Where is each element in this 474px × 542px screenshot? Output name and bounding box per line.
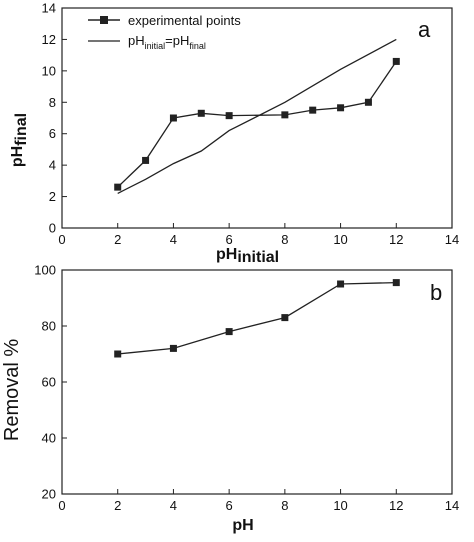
legend-equality-mid: =pH	[165, 33, 189, 48]
panel-a-x-tick-label: 0	[58, 232, 65, 247]
panel-b-ticks: 0 2 4 6 8 10 12 14 20 40 60 80 100	[34, 263, 459, 514]
panel-a-x-tick-label: 8	[281, 232, 288, 247]
panel-a-x-tick-label: 10	[333, 232, 347, 247]
panel-b-y-tick-label: 60	[42, 375, 56, 390]
panel-a-x-tick-label: 14	[445, 232, 459, 247]
panel-b-x-tick-label: 2	[114, 498, 121, 513]
panel-a-x-title-sub: initial	[237, 249, 279, 266]
panel-a-y-tick-label: 10	[42, 63, 56, 78]
panel-a-series-0-point	[225, 112, 233, 120]
panel-a-series-0-point	[392, 57, 400, 65]
panel-b-series-0-line	[117, 281, 397, 355]
panel-b-series-0-point	[169, 344, 177, 352]
panel-a-x-tick-label: 4	[170, 232, 177, 247]
legend-equality-sub1: initial	[145, 41, 166, 51]
panel-b-x-axis-title: pH	[232, 517, 253, 534]
panel-a-x-title-base: pH	[216, 246, 237, 263]
panel-b-x-tick-label: 14	[445, 498, 459, 513]
panel-a-y-tick-label: 14	[42, 1, 56, 16]
panel-b-y-tick-label: 100	[34, 263, 56, 278]
panel-b-y-tick-label: 20	[42, 487, 56, 502]
panel-b-y-tick-label: 80	[42, 319, 56, 334]
panel-b-series-0-point	[114, 350, 122, 358]
panel-b-series-0-point	[337, 280, 345, 288]
panel-a-series-0-point	[364, 98, 372, 106]
legend-experimental-marker	[100, 16, 108, 24]
panel-a-plot-frame	[61, 7, 453, 229]
panel-a-series-0-point	[337, 104, 345, 112]
panel-b-x-tick-label: 8	[281, 498, 288, 513]
panel-a-y-tick-label: 12	[42, 32, 56, 47]
legend-equality-label: pHinitial=pHfinal	[128, 33, 206, 51]
panel-a-series-0-line	[117, 61, 397, 188]
legend-equality-base1: pH	[128, 33, 145, 48]
panel-a-y-axis-title: pHfinal	[9, 113, 30, 167]
panel-a-series	[114, 38, 400, 194]
panel-b-series	[114, 279, 400, 358]
panel-a-series-0-point	[309, 106, 317, 114]
panel-b-y-axis-title: Removal %	[1, 339, 23, 441]
panel-b-plot-frame	[61, 269, 453, 495]
panel-a-letter: a	[418, 17, 431, 42]
panel-b-x-tick-label: 6	[226, 498, 233, 513]
panel-a-y-tick-label: 8	[49, 95, 56, 110]
panel-b-letter: b	[430, 280, 442, 305]
panel-a-y-tick-label: 0	[49, 221, 56, 236]
panel-a-series-0-point	[197, 109, 205, 117]
panel-a-y-tick-label: 2	[49, 189, 56, 204]
panel-a-series-0-point	[142, 156, 150, 164]
panel-a-y-tick-label: 4	[49, 158, 56, 173]
panel-b-chart: 0 2 4 6 8 10 12 14 20 40 60 80 100 b pH Removal %	[1, 263, 459, 535]
panel-a-x-tick-label: 12	[389, 232, 403, 247]
legend-experimental-label: experimental points	[128, 13, 241, 28]
panel-a-series-0-point	[169, 114, 177, 122]
panel-b-series-0-point	[392, 279, 400, 287]
panel-a-legend: experimental points pHinitial=pHfinal	[88, 13, 241, 51]
panel-b-x-tick-label: 12	[389, 498, 403, 513]
panel-a-chart: 0 2 4 6 8 10 12 14 0 2 4 6 8 10 12 14 experimental poin…	[9, 1, 459, 267]
panel-b-x-tick-label: 4	[170, 498, 177, 513]
panel-a-x-tick-label: 6	[226, 232, 233, 247]
panel-a-y-tick-label: 6	[49, 126, 56, 141]
panel-a-ticks: 0 2 4 6 8 10 12 14 0 2 4 6 8 10 12 14	[42, 1, 460, 248]
legend-equality-sub2: final	[189, 41, 206, 51]
panel-b-series-0-point	[225, 328, 233, 336]
panel-a-x-axis-title: pHinitial	[216, 246, 279, 266]
panel-a-series-0-point	[281, 111, 289, 119]
panel-a-x-tick-label: 2	[114, 232, 121, 247]
panel-a-series-1-line	[117, 38, 397, 194]
panel-b-x-tick-label: 10	[333, 498, 347, 513]
panel-a-series-0-point	[114, 183, 122, 191]
panel-b-series-0-point	[281, 314, 289, 322]
panel-a-y-title-sub: final	[13, 113, 30, 146]
panel-b-y-tick-label: 40	[42, 431, 56, 446]
panel-a-y-title-base: pH	[9, 146, 26, 167]
panel-b-x-tick-label: 0	[58, 498, 65, 513]
